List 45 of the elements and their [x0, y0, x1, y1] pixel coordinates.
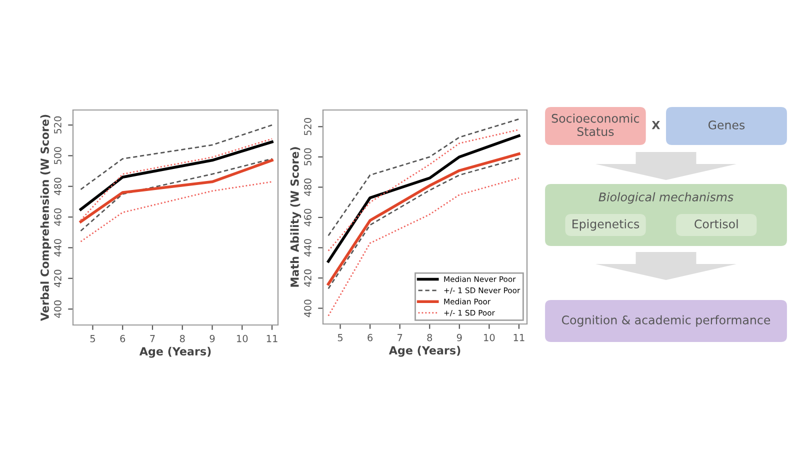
line-series — [328, 118, 520, 236]
y-tick-label: 440 — [304, 239, 312, 257]
y-tick-label: 520 — [54, 116, 62, 134]
y-tick-label: 460 — [54, 208, 62, 226]
y-tick-label: 460 — [304, 208, 312, 226]
text: Epigenetics — [572, 219, 640, 231]
y-axis-title: Verbal Comprehension (W Score) — [40, 114, 52, 322]
line-series — [80, 181, 273, 242]
text: Cortisol — [694, 219, 738, 228]
x-tick-label: 6 — [368, 334, 373, 342]
x-tick-label: 7 — [398, 334, 402, 342]
y-tick-label: 400 — [304, 300, 312, 318]
y-axis-title: Math Ability (W Score) — [290, 147, 302, 287]
text: Socioeconomic Status — [552, 114, 640, 136]
line-series — [80, 124, 273, 190]
x-tick-label: 5 — [338, 334, 343, 342]
x-tick-label: 10 — [484, 334, 495, 342]
text: X — [652, 120, 660, 130]
x-tick-label: 8 — [180, 334, 185, 342]
x-axis-title: Age (Years) — [139, 346, 211, 358]
y-tick-label: 440 — [54, 239, 62, 257]
y-tick-label: 500 — [304, 148, 312, 166]
y-tick-label: 480 — [304, 178, 312, 196]
line-series — [80, 138, 273, 221]
x-tick-label: 5 — [90, 335, 95, 342]
line-series — [328, 177, 520, 317]
x-tick-label: 6 — [120, 334, 126, 342]
text: Biological mechanisms — [598, 192, 734, 204]
y-tick-label: 420 — [304, 269, 312, 287]
y-tick-label: 500 — [54, 147, 62, 164]
x-tick-label: 11 — [266, 335, 278, 342]
x-tick-label: 8 — [427, 334, 432, 342]
x-tick-label: 11 — [514, 334, 524, 342]
y-tick-label: 520 — [304, 118, 312, 136]
x-tick-label: 7 — [150, 335, 155, 342]
x-tick-label: 9 — [210, 334, 215, 342]
x-axis-title: Age (Years) — [388, 346, 460, 357]
x-tick-label: 9 — [456, 334, 462, 342]
text: Cognition & academic performance — [562, 315, 770, 327]
y-tick-label: 420 — [54, 270, 62, 288]
y-tick-label: 400 — [54, 300, 62, 318]
y-tick-label: 480 — [54, 178, 62, 196]
x-tick-label: 10 — [237, 334, 248, 342]
line-series — [79, 140, 274, 211]
text: Genes — [708, 120, 745, 130]
